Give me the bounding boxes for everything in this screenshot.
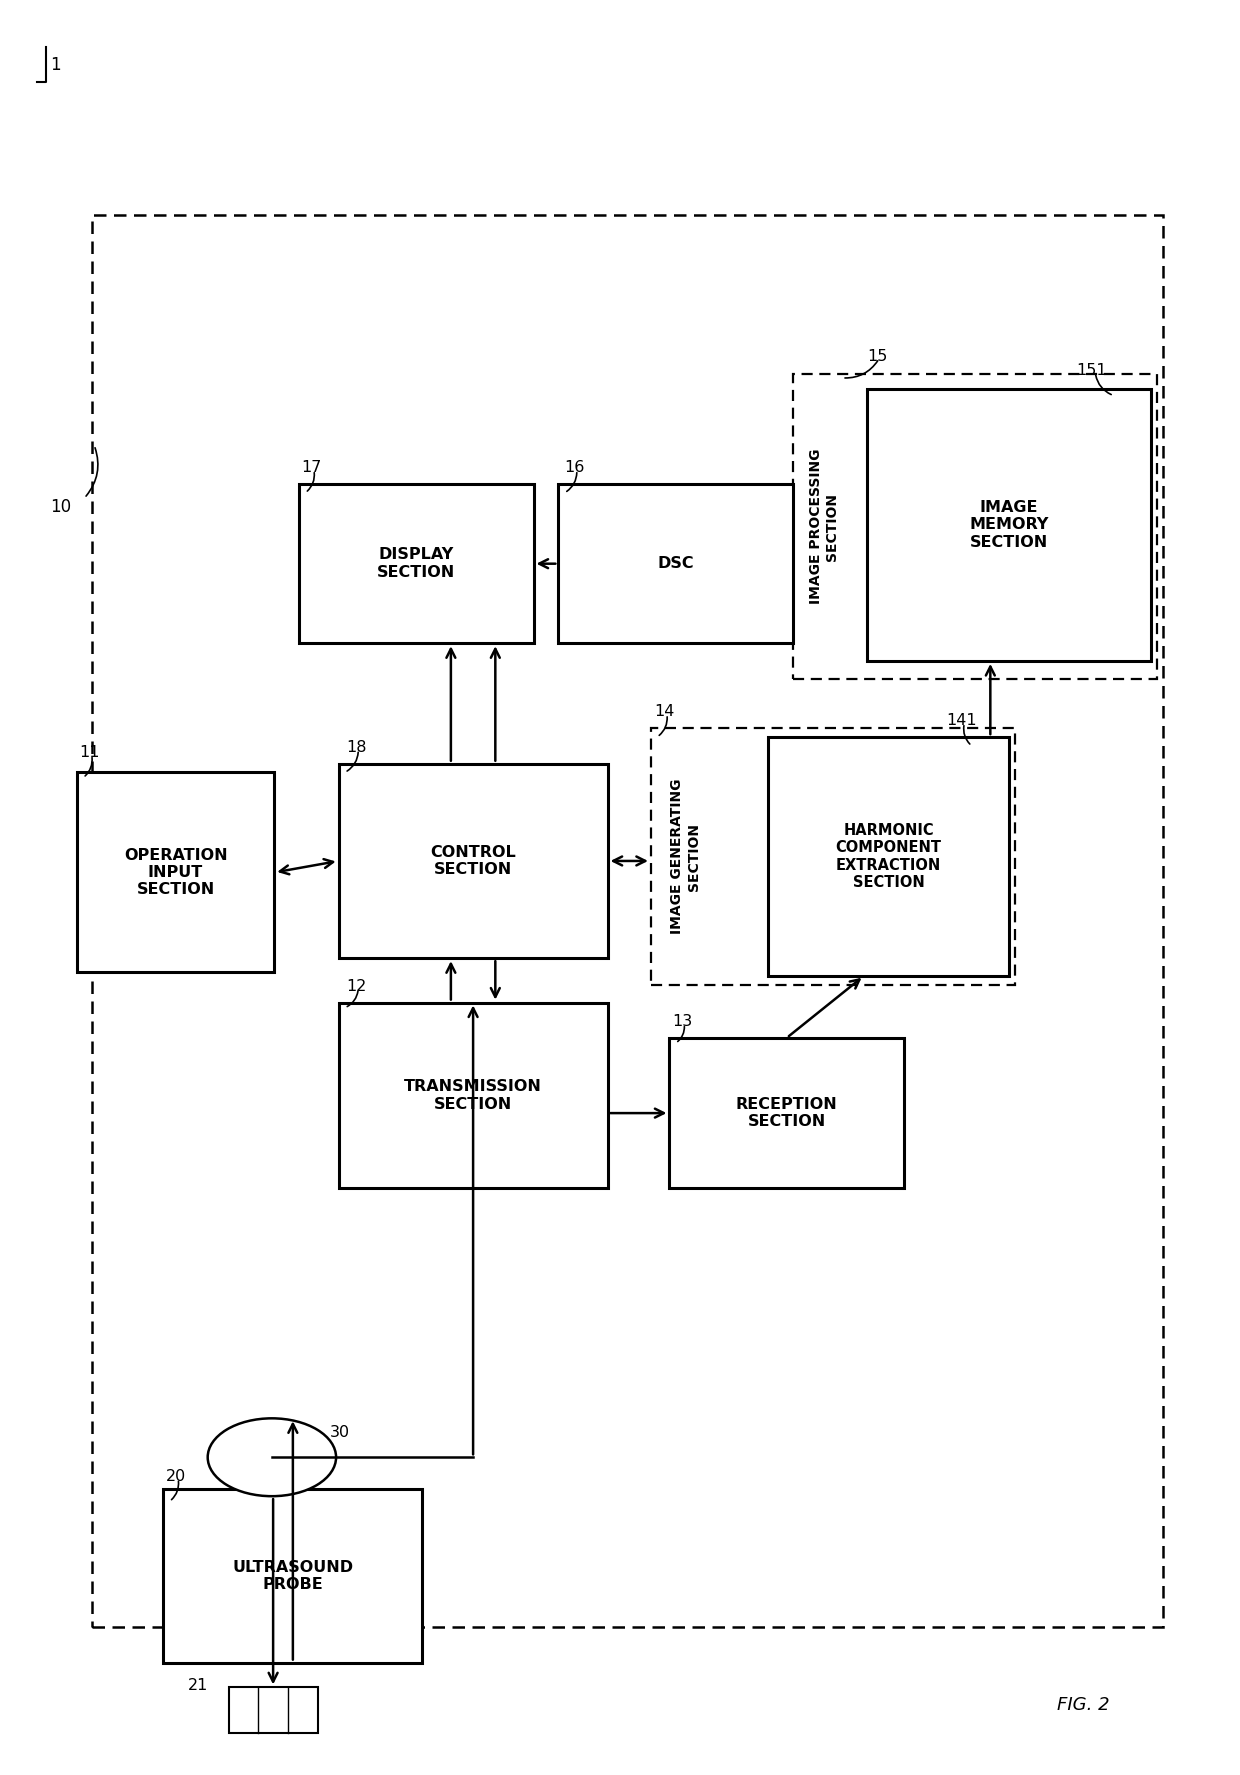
Text: 30: 30 xyxy=(330,1425,350,1440)
Text: 141: 141 xyxy=(946,714,977,728)
Ellipse shape xyxy=(207,1418,336,1496)
Text: 10: 10 xyxy=(50,499,71,517)
FancyBboxPatch shape xyxy=(339,1003,608,1187)
FancyBboxPatch shape xyxy=(228,1688,317,1734)
Text: CONTROL
SECTION: CONTROL SECTION xyxy=(430,845,516,877)
Text: FIG. 2: FIG. 2 xyxy=(1056,1695,1110,1715)
Text: 1: 1 xyxy=(50,55,61,73)
Text: 18: 18 xyxy=(346,740,367,754)
Text: 14: 14 xyxy=(655,705,675,719)
FancyBboxPatch shape xyxy=(768,737,1009,976)
Text: IMAGE PROCESSING
SECTION: IMAGE PROCESSING SECTION xyxy=(808,449,838,604)
FancyBboxPatch shape xyxy=(558,485,792,643)
Text: DSC: DSC xyxy=(657,556,694,572)
Text: TRANSMISSION
SECTION: TRANSMISSION SECTION xyxy=(404,1079,542,1111)
Text: 13: 13 xyxy=(672,1014,692,1029)
Text: 12: 12 xyxy=(346,978,366,994)
Text: RECEPTION
SECTION: RECEPTION SECTION xyxy=(735,1097,837,1129)
Text: IMAGE GENERATING
SECTION: IMAGE GENERATING SECTION xyxy=(671,779,701,934)
Text: IMAGE
MEMORY
SECTION: IMAGE MEMORY SECTION xyxy=(970,501,1049,550)
Text: DISPLAY
SECTION: DISPLAY SECTION xyxy=(377,547,455,580)
Text: OPERATION
INPUT
SECTION: OPERATION INPUT SECTION xyxy=(124,847,227,898)
Text: HARMONIC
COMPONENT
EXTRACTION
SECTION: HARMONIC COMPONENT EXTRACTION SECTION xyxy=(836,824,941,889)
FancyBboxPatch shape xyxy=(77,772,274,973)
FancyBboxPatch shape xyxy=(670,1038,904,1187)
FancyBboxPatch shape xyxy=(867,389,1151,660)
Text: 16: 16 xyxy=(564,460,585,476)
Text: 11: 11 xyxy=(79,746,99,760)
Text: 17: 17 xyxy=(301,460,322,476)
Text: ULTRASOUND
PROBE: ULTRASOUND PROBE xyxy=(232,1560,353,1592)
Text: 21: 21 xyxy=(188,1677,208,1693)
Text: 151: 151 xyxy=(1076,362,1107,378)
Text: 15: 15 xyxy=(867,348,888,364)
FancyBboxPatch shape xyxy=(299,485,533,643)
Text: 20: 20 xyxy=(166,1468,186,1484)
FancyBboxPatch shape xyxy=(164,1489,423,1663)
FancyBboxPatch shape xyxy=(339,763,608,959)
